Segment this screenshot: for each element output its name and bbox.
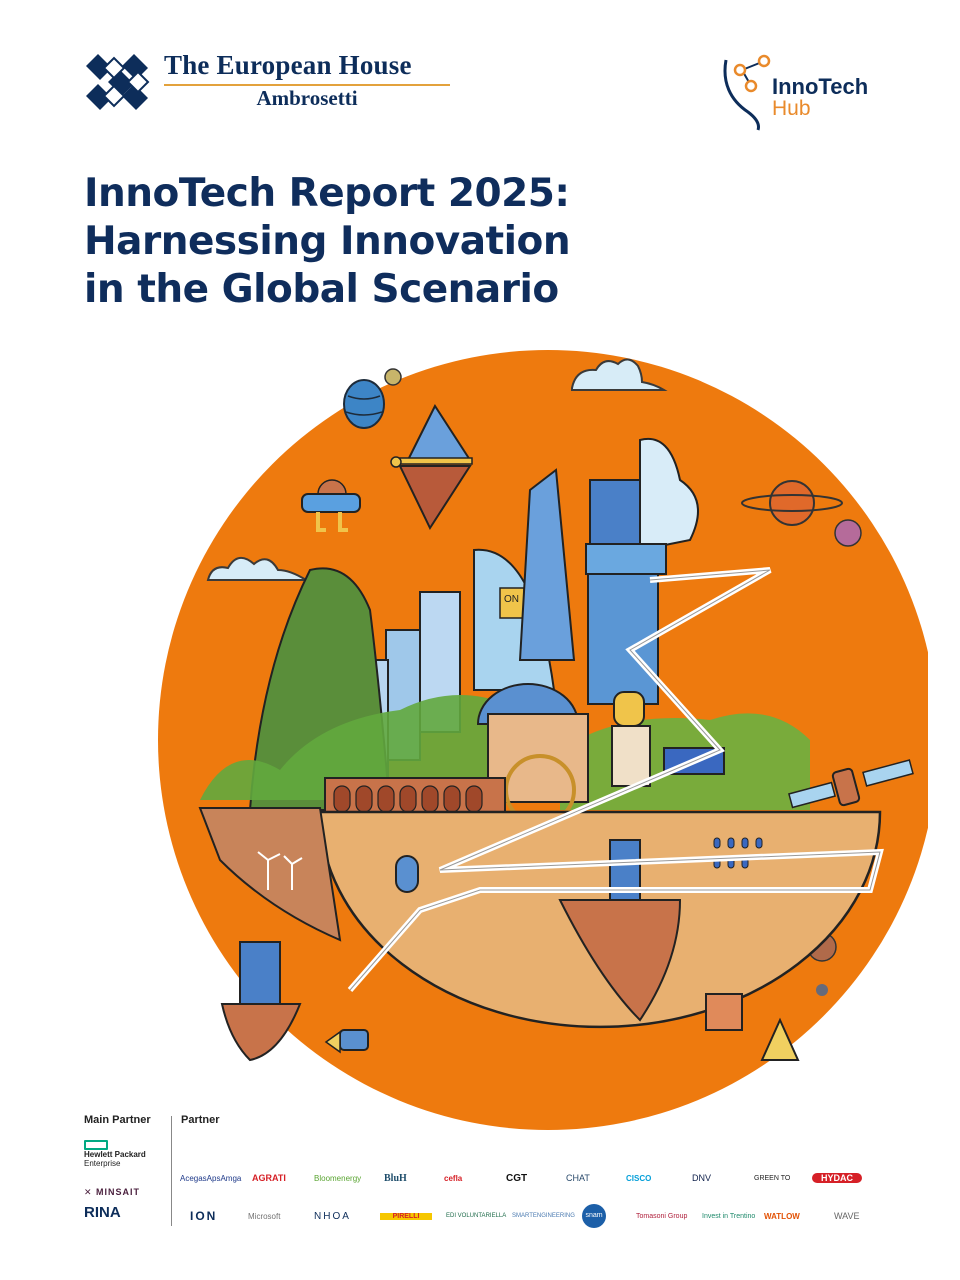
floating-city-hemisphere: ON bbox=[198, 437, 884, 1029]
partner-bloomenergy[interactable]: Bloomenergy bbox=[314, 1173, 362, 1183]
partner-tomasoni[interactable]: Tomasoni Group bbox=[636, 1212, 688, 1220]
svg-text:ON: ON bbox=[504, 594, 519, 605]
planet-pink-icon bbox=[834, 519, 862, 547]
partner-wave[interactable]: WAVE bbox=[834, 1211, 860, 1221]
innotech-hub-logo: InnoTech Hub bbox=[720, 52, 890, 132]
hub-subname: Hub bbox=[772, 97, 811, 120]
cloud-icon bbox=[571, 358, 668, 391]
planet-ringed-icon bbox=[741, 480, 843, 526]
title-line-1: InnoTech Report 2025: bbox=[84, 171, 570, 216]
partner-logos-row-2: ION Microsoft NHOA PIRELLI EDI VOLUNTARI… bbox=[190, 1204, 910, 1228]
planet-tiny-icon bbox=[816, 984, 828, 996]
teha-diamond-mark-icon bbox=[86, 54, 150, 110]
partner-acegasapsamga[interactable]: AcegasApsAmga bbox=[180, 1173, 242, 1183]
floating-pyramid-island bbox=[390, 403, 473, 531]
hub-name: InnoTech bbox=[772, 74, 869, 99]
title-line-3: in the Global Scenario bbox=[84, 267, 559, 312]
partner-invest-trentino[interactable]: Invest in Trentino bbox=[702, 1212, 756, 1220]
minsait-x-icon: ✕ bbox=[84, 1187, 92, 1197]
network-nodes-icon bbox=[723, 54, 771, 131]
partner-cgt[interactable]: CGT bbox=[506, 1172, 528, 1184]
partner-label: Partner bbox=[181, 1114, 220, 1126]
cover-illustration: ON bbox=[158, 350, 928, 1130]
partner-dnv[interactable]: DNV bbox=[692, 1173, 712, 1183]
partner-logos-row-1: AcegasApsAmga AGRATI Bloomenergy BluH ce… bbox=[180, 1168, 900, 1188]
main-partner-label: Main Partner bbox=[84, 1114, 151, 1126]
small-floating-island bbox=[220, 941, 302, 1062]
partner-agrati[interactable]: AGRATI bbox=[252, 1173, 286, 1183]
report-title: InnoTech Report 2025: Harnessing Innovat… bbox=[84, 170, 704, 314]
partner-cisco[interactable]: CISCO bbox=[626, 1173, 652, 1183]
partners-section: Main Partner Partner Hewlett Packard Ent… bbox=[84, 1112, 884, 1252]
partner-hydac[interactable]: HYDAC bbox=[812, 1173, 862, 1183]
robot-icon bbox=[301, 479, 361, 532]
publisher-logo: The European House Ambrosetti bbox=[84, 50, 454, 112]
publisher-name: The European House bbox=[164, 50, 412, 80]
publisher-divider bbox=[164, 84, 450, 86]
probe-robot-icon bbox=[324, 1029, 369, 1054]
partner-edi[interactable]: EDI VOLUNTARIELLA bbox=[446, 1213, 507, 1219]
partner-watlow[interactable]: WATLOW bbox=[764, 1211, 800, 1221]
planet-small-icon bbox=[384, 368, 402, 386]
publisher-subname: Ambrosetti bbox=[256, 86, 358, 110]
partner-nhoa[interactable]: NHOA bbox=[314, 1210, 351, 1222]
partner-snam[interactable]: snam bbox=[582, 1204, 606, 1228]
partner-cefla[interactable]: cefla bbox=[444, 1173, 463, 1183]
title-line-2: Harnessing Innovation bbox=[84, 219, 571, 264]
main-partner-minsait[interactable]: ✕ MINSAIT bbox=[84, 1187, 140, 1197]
main-partner-rina[interactable]: RINA bbox=[84, 1204, 121, 1221]
partner-pirelli[interactable]: PIRELLI bbox=[380, 1212, 432, 1220]
partner-ion[interactable]: ION bbox=[190, 1209, 218, 1223]
cube-icon bbox=[705, 993, 743, 1031]
hpe-rectangle-icon bbox=[84, 1140, 108, 1150]
partners-divider bbox=[171, 1116, 172, 1226]
cone-icon bbox=[760, 1017, 800, 1061]
main-partner-hpe[interactable]: Hewlett Packard Enterprise bbox=[84, 1140, 164, 1168]
partner-green-to[interactable]: GREEN TO bbox=[754, 1174, 791, 1182]
satellite-icon bbox=[788, 759, 914, 809]
partner-smartengineering[interactable]: SMARTENGINEERING bbox=[512, 1213, 575, 1219]
partner-microsoft[interactable]: Microsoft bbox=[248, 1211, 281, 1221]
partner-bluh[interactable]: BluH bbox=[384, 1172, 407, 1184]
wind-turbine-icon bbox=[257, 851, 303, 890]
partner-chat[interactable]: CHAT bbox=[566, 1173, 590, 1183]
planet-blue-icon bbox=[343, 379, 385, 429]
cloud-icon bbox=[206, 557, 310, 581]
